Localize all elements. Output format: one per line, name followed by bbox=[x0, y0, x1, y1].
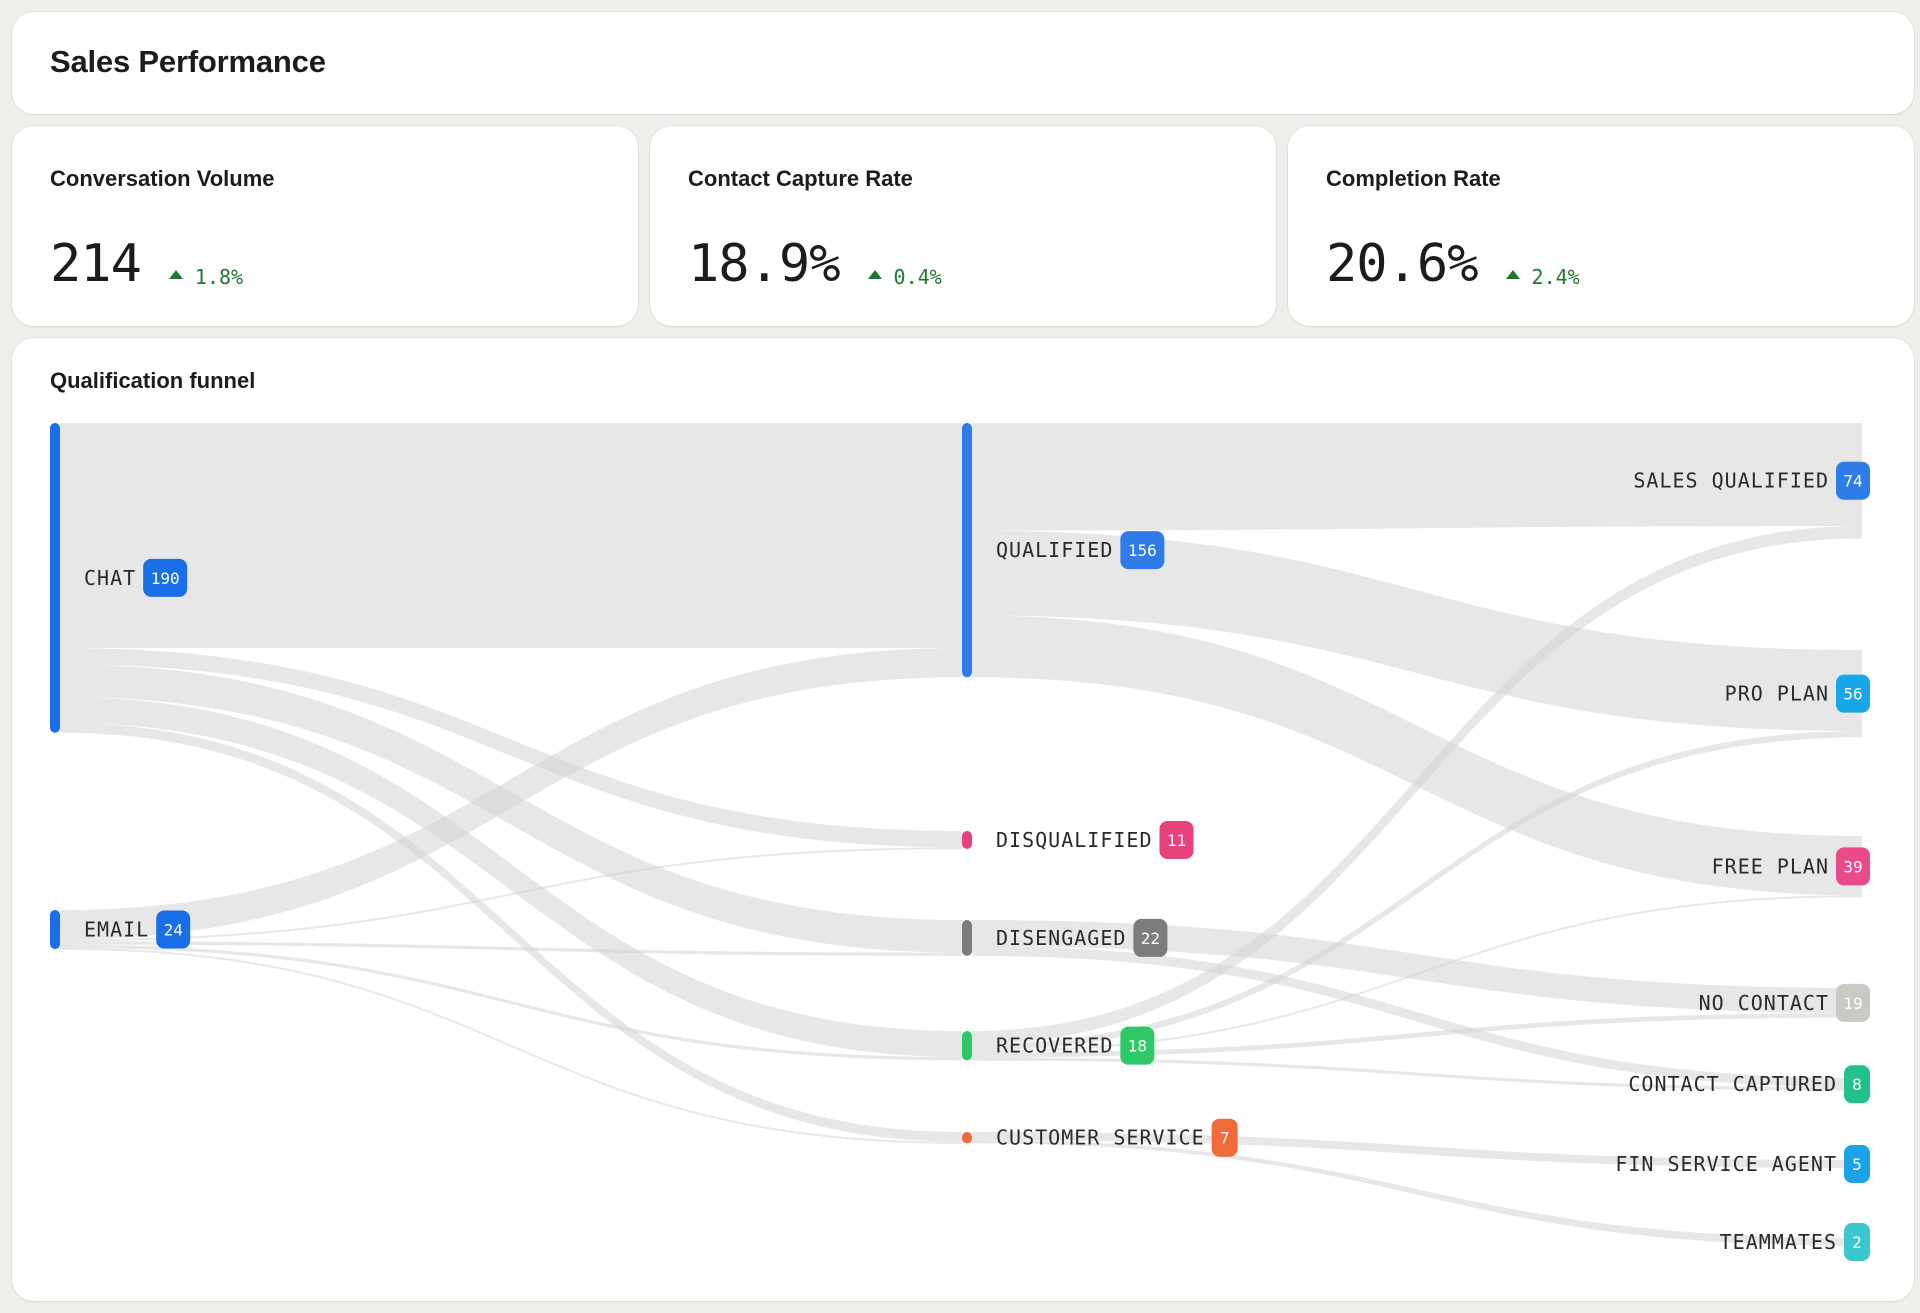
kpi-delta-value: 2.4% bbox=[1531, 264, 1580, 289]
sankey-label-disengaged: DISENGAGED bbox=[996, 926, 1126, 950]
sankey-link-qualified-free_plan bbox=[972, 615, 1862, 896]
sankey-badge-value-sales_qualified: 74 bbox=[1843, 472, 1862, 491]
sankey-label-free_plan: FREE PLAN bbox=[1712, 854, 1829, 878]
sankey-badge-value-fin_service_agent: 5 bbox=[1852, 1155, 1862, 1174]
kpi-delta-value: 1.8% bbox=[194, 264, 244, 289]
sankey-badge-value-teammates: 2 bbox=[1852, 1233, 1862, 1252]
sankey-badge-fin_service_agent bbox=[1844, 1145, 1870, 1183]
sankey-link-email-disqualified bbox=[60, 847, 962, 942]
sankey-link-recovered-sales_qualified bbox=[972, 525, 1862, 1045]
kpi-delta: 0.4% bbox=[867, 264, 942, 289]
sankey-label-teammates: TEAMMATES bbox=[1720, 1230, 1837, 1254]
sankey-link-email-disengaged bbox=[60, 941, 962, 956]
sankey-link-recovered-contact_captured bbox=[972, 1057, 1862, 1091]
sankey-link-qualified-sales_qualified bbox=[972, 423, 1862, 531]
sankey-link-recovered-free_plan bbox=[972, 895, 1862, 1053]
kpi-label: Conversation Volume bbox=[50, 166, 275, 191]
sankey-badge-value-disqualified: 11 bbox=[1167, 831, 1186, 850]
sankey-badge-recovered bbox=[1120, 1026, 1155, 1065]
kpi-delta: 2.4% bbox=[1505, 264, 1580, 289]
kpi-label: Completion Rate bbox=[1326, 166, 1501, 191]
kpi-value: 18.9% bbox=[688, 234, 841, 294]
sankey-label-contact_captured: CONTACT CAPTURED bbox=[1628, 1072, 1837, 1096]
sankey-badge-value-email: 24 bbox=[164, 921, 183, 940]
sankey-link-disengaged-contact_captured bbox=[972, 946, 1862, 1088]
sankey-badge-disengaged bbox=[1133, 918, 1168, 957]
sankey-label-pro_plan: PRO PLAN bbox=[1725, 682, 1829, 706]
sankey-badge-value-recovered: 18 bbox=[1128, 1037, 1147, 1056]
kpi-value-row: 214 1.8% bbox=[50, 234, 243, 294]
sankey-node-recovered[interactable] bbox=[962, 1031, 972, 1061]
sankey-link-email-qualified bbox=[60, 647, 962, 940]
sankey-link-chat-disqualified bbox=[60, 647, 962, 848]
sankey-label-disqualified: DISQUALIFIED bbox=[996, 828, 1153, 852]
sankey-badge-value-disengaged: 22 bbox=[1141, 929, 1160, 948]
sankey-node-qualified[interactable] bbox=[962, 423, 972, 678]
sankey-badge-value-qualified: 156 bbox=[1128, 541, 1157, 560]
sankey-nodes: CHAT 190 EMAIL 24 QUALIFIED 156 DISQUALIFIED 11… bbox=[50, 423, 1870, 1261]
kpi-delta: 1.8% bbox=[168, 264, 244, 289]
sankey-label-chat: CHAT bbox=[84, 566, 136, 590]
kpi-card-conversation-volume: Conversation Volume 214 1.8% bbox=[12, 126, 638, 326]
kpi-value-row: 20.6% 2.4% bbox=[1326, 234, 1580, 294]
sankey-badge-teammates bbox=[1844, 1223, 1870, 1261]
sankey-link-email-recovered bbox=[60, 944, 962, 1061]
sankey-badge-value-chat: 190 bbox=[151, 569, 180, 588]
sankey-link-chat-qualified bbox=[60, 423, 962, 648]
sankey-badge-value-pro_plan: 56 bbox=[1843, 685, 1862, 704]
sankey-link-customer_service-fin_service_agent bbox=[972, 1132, 1862, 1168]
trend-up-icon bbox=[168, 270, 183, 279]
funnel-title: Qualification funnel bbox=[50, 368, 256, 393]
sankey-node-email[interactable] bbox=[50, 910, 60, 950]
sankey-label-sales_qualified: SALES QUALIFIED bbox=[1633, 469, 1829, 493]
sankey-badge-customer_service bbox=[1211, 1118, 1238, 1157]
kpi-value: 214 bbox=[50, 234, 142, 294]
sankey-link-chat-customer_service bbox=[60, 722, 962, 1142]
page-title: Sales Performance bbox=[50, 44, 326, 79]
sankey-link-email-customer_service bbox=[60, 947, 962, 1144]
kpi-label: Contact Capture Rate bbox=[688, 166, 913, 191]
sankey-badge-sales_qualified bbox=[1836, 461, 1870, 500]
kpi-delta-value: 0.4% bbox=[893, 264, 942, 289]
sankey-label-fin_service_agent: FIN SERVICE AGENT bbox=[1615, 1152, 1837, 1176]
sankey-badge-pro_plan bbox=[1836, 674, 1870, 713]
qualification-funnel-card: Qualification funnel CHAT 190 EMAIL 24 QUALI… bbox=[12, 338, 1914, 1301]
sankey-link-customer_service-teammates bbox=[972, 1140, 1862, 1246]
trend-up-icon bbox=[1505, 270, 1520, 279]
kpi-value-row: 18.9% 0.4% bbox=[688, 234, 942, 294]
sankey-node-customer_service[interactable] bbox=[962, 1132, 972, 1144]
kpi-card-completion-rate: Completion Rate 20.6% 2.4% bbox=[1288, 126, 1914, 326]
sankey-badge-value-customer_service: 7 bbox=[1220, 1129, 1230, 1148]
sankey-label-no_contact: NO CONTACT bbox=[1699, 991, 1829, 1015]
sankey-badge-free_plan bbox=[1836, 847, 1870, 886]
sankey-chart: CHAT 190 EMAIL 24 QUALIFIED 156 DISQUALIFIED 11… bbox=[50, 423, 1870, 1261]
sankey-label-customer_service: CUSTOMER SERVICE bbox=[996, 1126, 1205, 1150]
header-card: Sales Performance bbox=[12, 12, 1914, 114]
kpi-value: 20.6% bbox=[1326, 234, 1479, 294]
sankey-link-chat-disengaged bbox=[60, 664, 962, 953]
sankey-badge-value-free_plan: 39 bbox=[1843, 857, 1862, 876]
sankey-node-disengaged[interactable] bbox=[962, 920, 972, 956]
sankey-badge-chat bbox=[143, 558, 188, 597]
sankey-label-email: EMAIL bbox=[84, 918, 149, 942]
sankey-badge-disqualified bbox=[1159, 820, 1194, 859]
trend-up-icon bbox=[867, 270, 882, 279]
sankey-label-recovered: RECOVERED bbox=[996, 1034, 1113, 1058]
sankey-link-recovered-no_contact bbox=[972, 1012, 1862, 1058]
sankey-badge-contact_captured bbox=[1844, 1065, 1870, 1104]
sankey-link-qualified-pro_plan bbox=[972, 530, 1862, 732]
sankey-link-recovered-pro_plan bbox=[972, 731, 1862, 1051]
sankey-badge-email bbox=[156, 910, 191, 949]
kpi-card-contact-capture-rate: Contact Capture Rate 18.9% 0.4% bbox=[650, 126, 1276, 326]
sankey-link-chat-recovered bbox=[60, 696, 962, 1058]
sankey-node-chat[interactable] bbox=[50, 423, 60, 733]
sankey-badge-qualified bbox=[1120, 531, 1165, 570]
sankey-badge-value-no_contact: 19 bbox=[1843, 994, 1862, 1013]
sankey-links bbox=[60, 423, 1862, 1246]
sankey-badge-value-contact_captured: 8 bbox=[1852, 1075, 1862, 1094]
sankey-label-qualified: QUALIFIED bbox=[996, 538, 1113, 562]
sankey-link-disengaged-no_contact bbox=[972, 920, 1862, 1013]
sankey-node-disqualified[interactable] bbox=[962, 831, 972, 849]
sankey-badge-no_contact bbox=[1836, 983, 1870, 1022]
